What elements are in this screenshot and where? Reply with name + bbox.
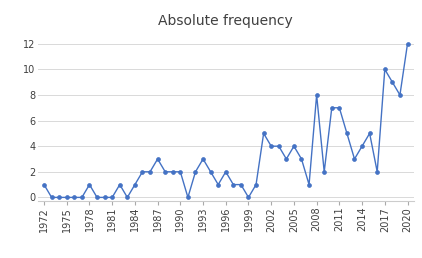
Title: Absolute frequency: Absolute frequency (158, 14, 293, 28)
